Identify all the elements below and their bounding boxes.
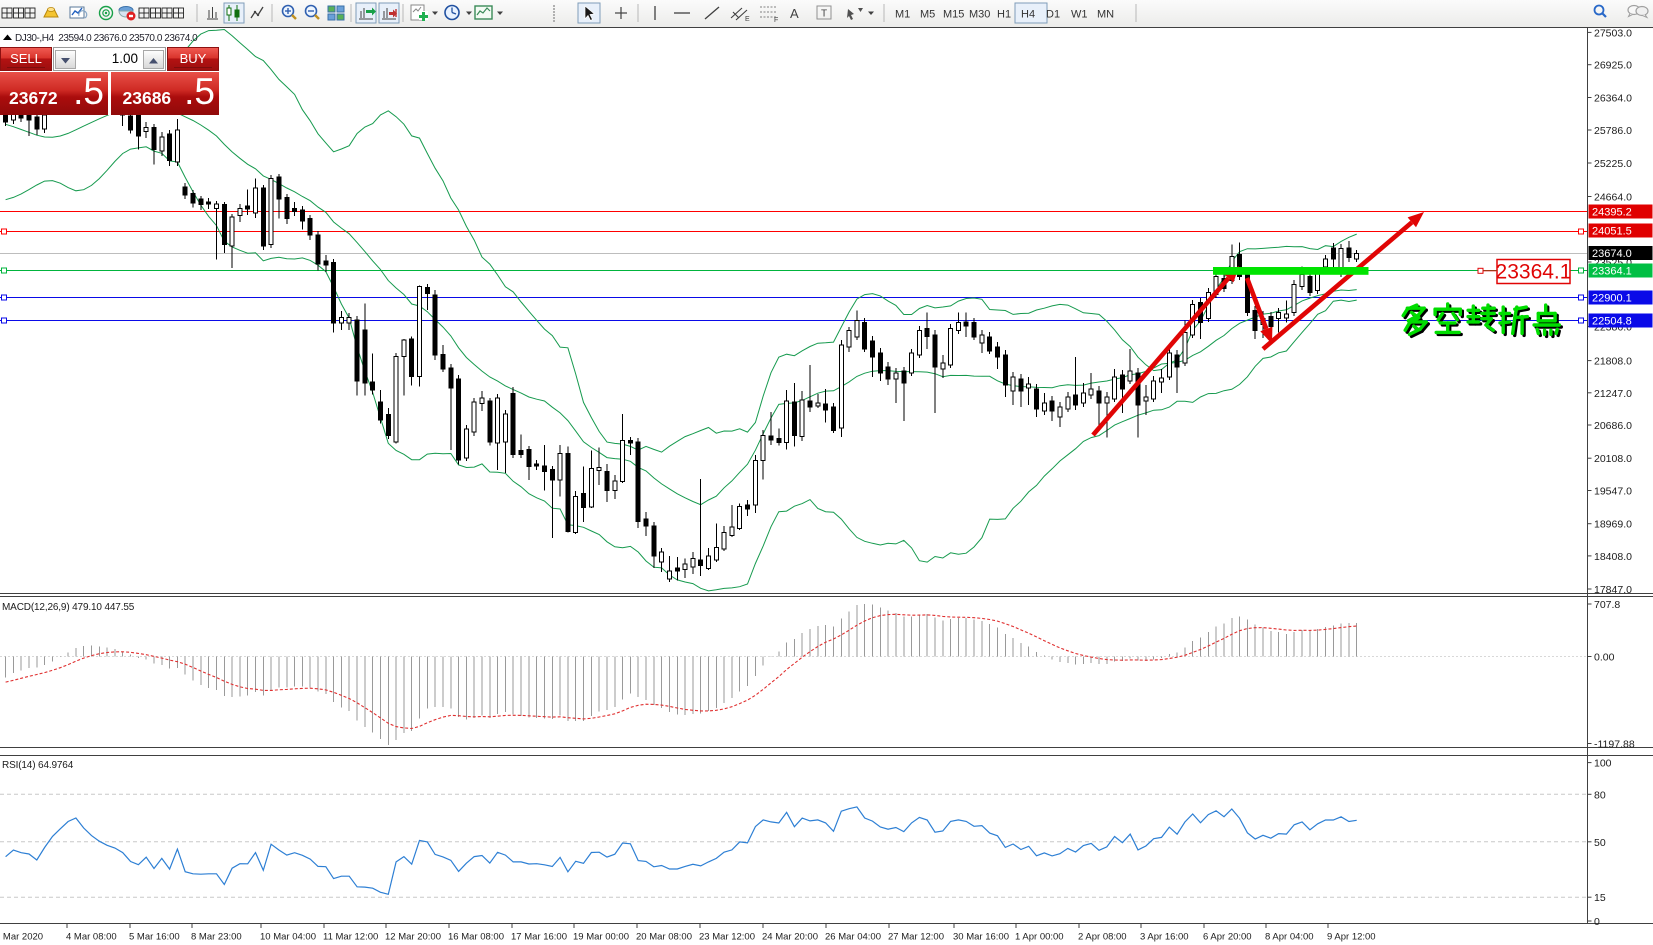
svg-text:100: 100 [1594,758,1612,770]
svg-text:W1: W1 [1071,9,1088,21]
svg-text:24051.5: 24051.5 [1592,226,1632,238]
svg-text:MACD(12,26,9) 479.10 447.55: MACD(12,26,9) 479.10 447.55 [2,602,135,613]
svg-text:30 Mar 16:00: 30 Mar 16:00 [953,932,1009,943]
svg-text:0: 0 [1594,916,1600,928]
svg-text:2 Apr 08:00: 2 Apr 08:00 [1078,932,1127,943]
svg-text:9 Apr 12:00: 9 Apr 12:00 [1327,932,1376,943]
svg-text:26364.0: 26364.0 [1594,93,1632,105]
svg-text:3 Apr 16:00: 3 Apr 16:00 [1140,932,1189,943]
svg-text:19 Mar 00:00: 19 Mar 00:00 [573,932,629,943]
svg-text:11 Mar 12:00: 11 Mar 12:00 [323,932,378,943]
svg-text:26 Mar 04:00: 26 Mar 04:00 [825,932,881,943]
svg-text:MN: MN [1097,9,1114,21]
svg-text:19547.0: 19547.0 [1594,486,1632,498]
svg-text:17 Mar 16:00: 17 Mar 16:00 [511,932,567,943]
svg-text:DJ30-,H4 23594.0 23676.0 2357: DJ30-,H4 23594.0 23676.0 23570.0 23674.0 [15,33,198,44]
svg-text:21247.0: 21247.0 [1594,388,1632,400]
svg-text:M1: M1 [895,9,910,21]
svg-text:8 Mar 23:00: 8 Mar 23:00 [191,932,242,943]
svg-text:22504.8: 22504.8 [1592,316,1632,328]
svg-text:12 Mar 20:00: 12 Mar 20:00 [385,932,441,943]
svg-text:H1: H1 [997,9,1011,21]
svg-text:23364.1: 23364.1 [1592,266,1632,278]
svg-text:RSI(14) 64.9764: RSI(14) 64.9764 [2,760,74,771]
svg-text:16 Mar 08:00: 16 Mar 08:00 [448,932,504,943]
svg-text:17847.0: 17847.0 [1594,584,1632,596]
svg-text:80: 80 [1594,789,1606,801]
svg-text:10 Mar 04:00: 10 Mar 04:00 [260,932,316,943]
svg-text:0.00: 0.00 [1594,652,1615,664]
svg-text:M15: M15 [943,9,964,21]
svg-text:E: E [745,16,750,23]
svg-text:20686.0: 20686.0 [1594,420,1632,432]
svg-text:20 Mar 08:00: 20 Mar 08:00 [636,932,692,943]
svg-text:18408.0: 18408.0 [1594,551,1632,563]
svg-text:3 Mar 2020: 3 Mar 2020 [0,932,43,943]
svg-text:24664.0: 24664.0 [1594,192,1632,204]
svg-text:M5: M5 [920,9,935,21]
svg-text:27 Mar 12:00: 27 Mar 12:00 [888,932,944,943]
svg-text:50: 50 [1594,837,1606,849]
svg-text:5 Mar 16:00: 5 Mar 16:00 [129,932,180,943]
svg-text:M30: M30 [969,9,990,21]
svg-text:27503.0: 27503.0 [1594,27,1632,39]
svg-text:4 Mar 08:00: 4 Mar 08:00 [66,932,117,943]
svg-text:25786.0: 25786.0 [1594,125,1632,137]
svg-text:26925.0: 26925.0 [1594,60,1632,72]
svg-text:F: F [774,17,778,24]
svg-text:22900.1: 22900.1 [1592,293,1632,305]
svg-text:24 Mar 20:00: 24 Mar 20:00 [762,932,818,943]
svg-text:1 Apr 00:00: 1 Apr 00:00 [1015,932,1064,943]
svg-text:15: 15 [1594,892,1606,904]
svg-text:18969.0: 18969.0 [1594,519,1632,531]
svg-text:20108.0: 20108.0 [1594,453,1632,465]
svg-text:25225.0: 25225.0 [1594,158,1632,170]
svg-text:D1: D1 [1046,9,1060,21]
svg-text:23 Mar 12:00: 23 Mar 12:00 [699,932,755,943]
svg-text:H4: H4 [1021,9,1035,21]
svg-text:21808.0: 21808.0 [1594,356,1632,368]
svg-text:23364.1: 23364.1 [1496,261,1572,284]
svg-text:A: A [790,6,799,21]
svg-text:707.8: 707.8 [1594,599,1620,611]
svg-text:-1197.88: -1197.88 [1594,739,1635,751]
svg-text:T: T [821,9,827,20]
svg-text:8 Apr 04:00: 8 Apr 04:00 [1265,932,1314,943]
svg-text:24395.2: 24395.2 [1592,207,1632,219]
svg-text:23674.0: 23674.0 [1592,248,1632,260]
svg-text:6 Apr 20:00: 6 Apr 20:00 [1203,932,1252,943]
